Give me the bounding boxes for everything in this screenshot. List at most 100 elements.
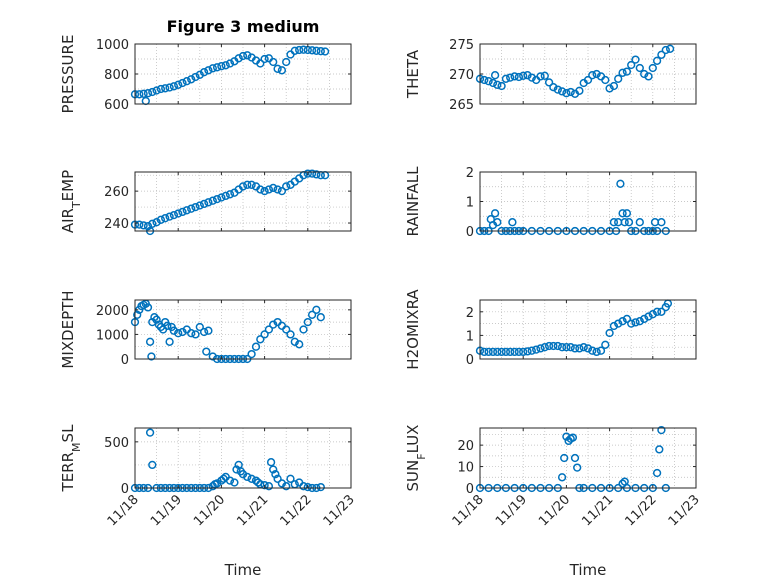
data-point: [501, 347, 511, 357]
data-point: [165, 83, 174, 92]
data-point: [269, 57, 278, 67]
data-point: [484, 77, 493, 86]
data-point: [575, 86, 584, 95]
data-point: [269, 183, 278, 193]
data-point: [221, 191, 230, 201]
data-point: [195, 322, 204, 332]
data-point: [627, 60, 636, 70]
y-tick-label: 260: [104, 185, 129, 200]
data-point: [260, 186, 269, 196]
axes-box: [134, 427, 352, 489]
data-point: [661, 45, 670, 55]
data-point: [601, 340, 610, 349]
y-tick-label: 0: [121, 353, 129, 368]
data-point: [609, 321, 619, 331]
data-point: [618, 479, 627, 488]
data-point: [290, 46, 299, 55]
axes-box: [134, 299, 352, 360]
data-point: [579, 343, 588, 352]
y-tick-label: 0: [466, 482, 474, 497]
data-point: [156, 84, 166, 94]
data-point: [269, 320, 278, 329]
data-point: [316, 482, 325, 492]
data-point: [139, 89, 148, 98]
data-point: [605, 84, 614, 93]
data-point: [657, 425, 666, 435]
data-point: [627, 319, 636, 328]
data-point: [506, 347, 515, 357]
data-point: [247, 180, 256, 189]
data-point: [165, 337, 174, 346]
data-point: [225, 190, 235, 199]
data-point: [147, 352, 156, 361]
data-point: [523, 71, 532, 80]
data-point: [562, 343, 571, 352]
data-point: [169, 82, 179, 91]
data-point: [568, 433, 578, 442]
data-point: [256, 335, 265, 344]
subplot-3: 240 260 AIRTEMP: [59, 169, 352, 236]
data-point: [271, 470, 280, 479]
y-tick-label: 20: [457, 439, 474, 454]
data-point: [657, 50, 666, 59]
data-point: [161, 84, 170, 93]
data-point: [269, 465, 278, 474]
data-point: [143, 89, 153, 98]
data-point: [648, 310, 657, 319]
data-point: [169, 326, 179, 335]
data-point: [601, 75, 610, 85]
data-point: [273, 474, 282, 483]
data-point: [635, 63, 644, 73]
grid: [135, 300, 351, 359]
data-point: [148, 87, 157, 97]
data-point: [251, 342, 261, 351]
data-point: [303, 169, 312, 178]
data-point: [202, 347, 211, 356]
data-point: [178, 327, 187, 337]
data-point: [592, 69, 601, 79]
y-tick-label: 2000: [96, 304, 129, 319]
data-point: [532, 345, 541, 354]
y-tick-label: 0: [466, 225, 474, 240]
data-point: [557, 87, 567, 96]
data-point: [497, 347, 506, 357]
data-point: [299, 325, 308, 334]
subplot-6: 0 1 2 H2OMIXRA: [404, 289, 697, 370]
data-point: [592, 347, 601, 357]
y-tick-label: 270: [449, 68, 474, 83]
data-point: [312, 305, 321, 314]
data-markers: [475, 299, 673, 357]
data-point: [256, 185, 265, 194]
data-point: [277, 66, 287, 75]
subplot-1: 600 800 1000 PRESSURE Figure 3 medium: [59, 17, 352, 113]
data-point: [143, 222, 153, 231]
data-point: [303, 482, 312, 492]
data-point: [225, 59, 235, 68]
data-point: [523, 347, 532, 356]
data-point: [238, 51, 248, 61]
data-point: [163, 321, 172, 330]
data-point: [488, 78, 498, 88]
data-point: [217, 62, 226, 71]
y-tick-label: 275: [449, 38, 474, 53]
data-point: [277, 186, 287, 196]
y-tick-label: 2: [466, 166, 474, 181]
data-point: [286, 474, 295, 483]
data-point: [614, 319, 623, 328]
data-point: [208, 196, 217, 205]
data-point: [299, 482, 308, 491]
data-point: [618, 317, 627, 326]
data-point: [519, 71, 528, 80]
data-point: [264, 325, 274, 334]
data-point: [174, 209, 183, 218]
data-point: [234, 54, 243, 63]
data-point: [493, 347, 502, 357]
data-point: [480, 75, 489, 85]
data-point: [247, 349, 256, 359]
data-point: [282, 325, 291, 334]
y-axis-label: TERRMSL: [59, 424, 83, 493]
data-point: [143, 303, 153, 312]
data-point: [616, 179, 625, 188]
data-point: [152, 315, 161, 324]
data-point: [199, 199, 209, 209]
